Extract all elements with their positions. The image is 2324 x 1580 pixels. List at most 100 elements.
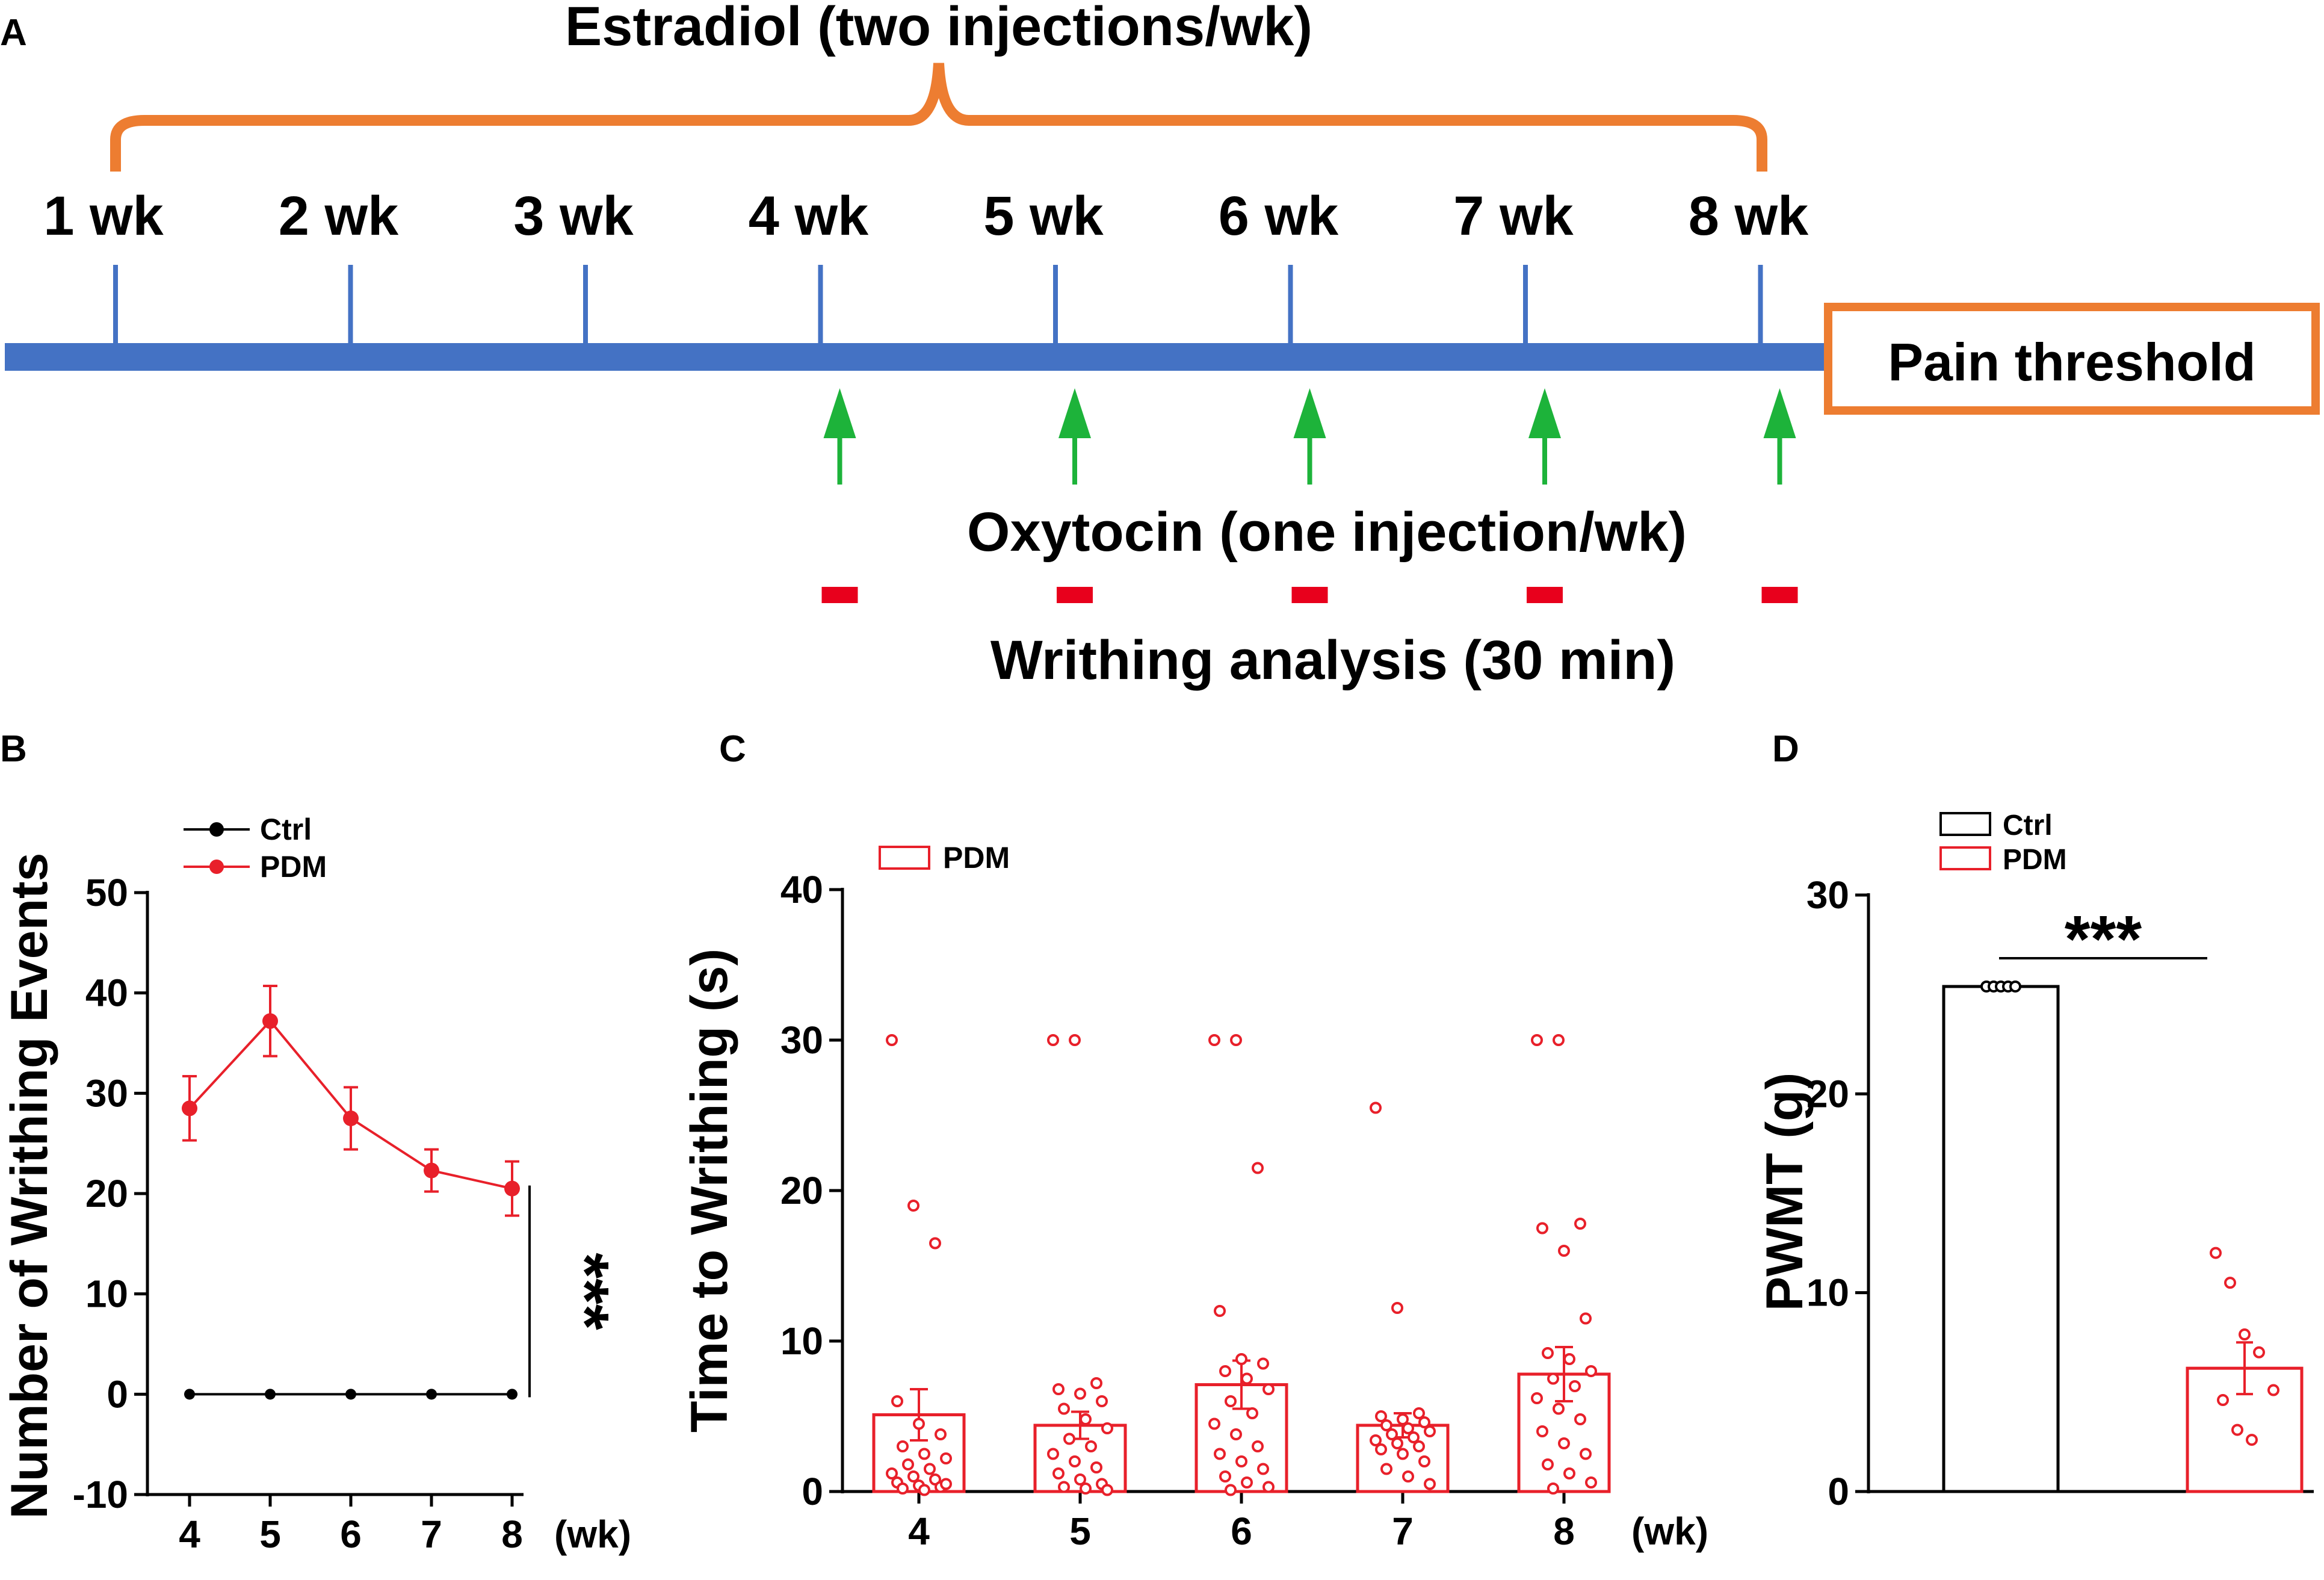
oxytocin-label: Oxytocin (one injection/wk) [967,501,1687,563]
data-dot-pdm [2246,1434,2258,1446]
week-label: 5 wk [983,185,1104,247]
y-tick-label: 10 [1806,1271,1849,1315]
x-axis-title: (wk) [1631,1510,1708,1553]
x-axis-title: (wk) [554,1513,631,1556]
panel-b-line-chart: B -10 0 10 20 30 40 50 Number of Writhing Event… [0,728,631,1556]
data-dot-pdm [2210,1247,2222,1259]
y-tick-label: 50 [85,871,128,914]
data-dot-pdm [1402,1470,1414,1482]
y-tick-label: 0 [1828,1470,1849,1513]
data-dot-pdm [907,1470,919,1482]
data-dot-pdm [1418,1416,1430,1428]
data-dot-pdm [1531,1034,1543,1046]
data-dot-pdm [1096,1395,1108,1407]
data-dot-pdm [1531,1392,1543,1404]
data-dot-pdm [1225,1395,1237,1407]
data-dot-pdm [1208,1417,1220,1430]
data-dot-pdm [1542,1347,1554,1359]
data-dot-pdm [1225,1484,1237,1496]
data-point-ctrl [507,1389,518,1400]
data-dot-pdm [1052,1467,1065,1479]
y-tick-label: 40 [85,971,128,1015]
data-dot-pdm [1257,1463,1269,1475]
data-dot-pdm [1058,1481,1070,1493]
data-dot-pdm [1413,1407,1425,1419]
x-tick-label: 5 [259,1513,281,1556]
data-dot-pdm [2224,1277,2236,1289]
oxytocin-arrow-head [1763,388,1796,438]
y-tick-label: 20 [780,1169,823,1212]
data-dot-pdm [918,1448,930,1460]
writhing-session-marker [1527,587,1563,603]
data-dot-pdm [1547,1372,1559,1385]
y-axis-title: PWMT (g) [1756,1073,1814,1311]
data-dot-pdm [1074,1387,1086,1400]
data-dot-pdm [1370,1434,1382,1446]
oxytocin-arrow-head [823,388,856,438]
legend-label: Ctrl [260,813,312,846]
data-dot-pdm [1375,1443,1387,1455]
legend-label: PDM [943,841,1010,875]
oxytocin-arrow-head [1293,388,1326,438]
oxytocin-arrow-head [1528,388,1561,438]
data-dot-pdm [2239,1328,2251,1341]
writhing-session-marker [1057,587,1093,603]
data-dot-pdm [1574,1218,1586,1230]
week-label: 7 wk [1453,185,1574,247]
data-dot-pdm [1413,1440,1425,1452]
writhing-analysis-label: Writhing analysis (30 min) [990,630,1675,691]
panel-d-label: D [1772,728,1799,770]
week-label: 1 wk [43,185,164,247]
data-dot-pdm [1547,1482,1559,1495]
data-dot-pdm [1580,1312,1592,1325]
y-tick-label: 20 [1806,1072,1849,1115]
data-dot-pdm [1252,1162,1264,1174]
data-dot-pdm [913,1417,925,1430]
y-axis-title: Number of Writhing Events [1,853,58,1519]
data-dot-pdm [1080,1482,1092,1495]
data-dot-pdm [897,1482,909,1495]
legend-swatch-pdm [879,846,930,870]
data-dot-pdm [1580,1448,1592,1460]
data-dot-pdm [1402,1422,1414,1434]
y-tick-label: -10 [73,1473,129,1516]
data-dot-pdm [1235,1353,1247,1365]
data-dot-pdm [1101,1422,1113,1434]
data-dot-pdm [1090,1461,1102,1473]
data-dot-pdm [918,1484,930,1496]
x-tick-label: 5 [1069,1510,1091,1553]
data-dot-pdm [1397,1448,1409,1460]
panel-a-timeline: A Estradiol (two injections/wk) 1 wk 2 wk… [0,0,2320,691]
x-tick-label: 4 [179,1513,200,1556]
data-dot-pdm [1386,1428,1398,1440]
legend-swatch-ctrl [1939,812,1991,836]
data-dot-pdm [1397,1413,1409,1425]
data-dot-pdm [924,1463,936,1475]
data-dot-pdm [1585,1476,1597,1489]
y-tick-label: 30 [1806,873,1849,917]
legend-marker [209,822,224,837]
data-dot-pdm [1208,1034,1220,1046]
x-tick-label: 6 [340,1513,362,1556]
oxytocin-arrow-head [1058,388,1091,438]
data-dot-pdm [1536,1425,1548,1437]
data-dot-pdm [2217,1394,2229,1407]
data-dot-pdm [1370,1101,1382,1114]
data-dot-pdm [1252,1440,1264,1452]
x-tick-label: 6 [1231,1510,1252,1553]
data-dot-pdm [1574,1413,1586,1425]
data-dot-pdm [886,1467,898,1479]
y-tick-label: 30 [85,1071,128,1115]
data-dot-pdm [1542,1458,1554,1470]
data-dot-pdm [1391,1437,1403,1449]
data-dot-pdm [1553,1034,1565,1046]
y-tick-label: 10 [85,1272,128,1316]
week-label: 8 wk [1689,185,1809,247]
data-dot-pdm [1074,1473,1086,1486]
y-tick-label: 0 [107,1372,128,1416]
pain-threshold-label: Pain threshold [1888,332,2255,392]
data-dot-pdm [1424,1425,1436,1437]
data-dot-pdm [1058,1402,1070,1415]
data-dot-pdm [940,1452,952,1464]
